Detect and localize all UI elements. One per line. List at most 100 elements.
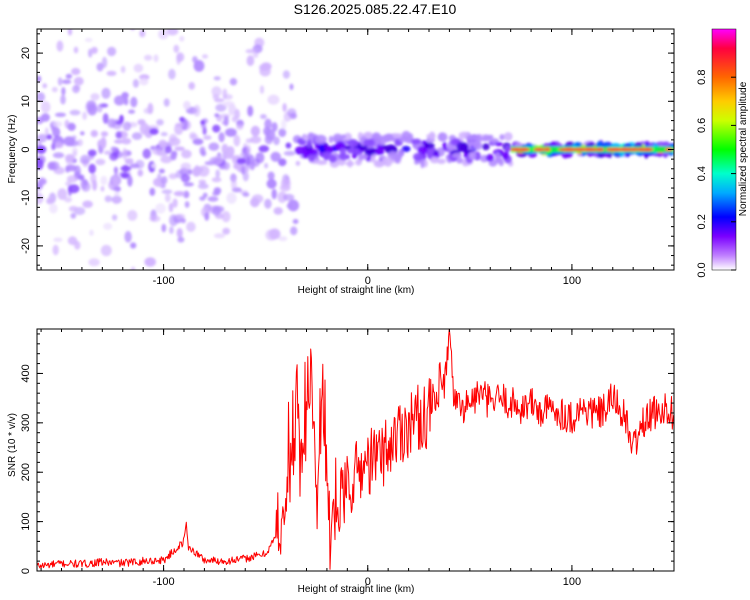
heatmap-blob-278 <box>80 131 85 136</box>
heatmap-blob-322 <box>40 113 51 122</box>
heatmap-blob-653 <box>339 147 347 157</box>
heatmap-blob-379 <box>200 150 207 157</box>
heatmap-blob-403 <box>115 186 121 192</box>
heatmap-blob-69 <box>260 114 267 120</box>
heatmap-blob-300 <box>213 233 226 239</box>
heatmap-peak-16 <box>637 147 645 152</box>
heatmap-peak-13 <box>572 147 590 152</box>
heatmap-blob-268 <box>81 181 91 192</box>
heatmap-blob-290 <box>65 165 70 173</box>
heatmap-blob-372 <box>164 146 172 154</box>
heatmap-blob-245 <box>202 192 208 198</box>
heatmap-blob-167 <box>187 169 193 175</box>
heatmap-blob-90 <box>289 83 294 91</box>
heatmap-blob-172 <box>264 134 273 145</box>
heatmap-blob-633 <box>294 146 306 155</box>
heatmap-blob-235 <box>130 266 136 270</box>
colorbar-tick-label: 0.6 <box>696 118 708 133</box>
heatmap-blob-515 <box>295 160 301 166</box>
heatmap-blob-607 <box>364 147 375 156</box>
heatmap-blob-358 <box>267 171 275 181</box>
heatmap-blob-625 <box>377 135 387 141</box>
heatmap-blob-99 <box>169 226 174 234</box>
heatmap-blob-384 <box>127 175 133 187</box>
heatmap-blob-267 <box>180 173 191 183</box>
heatmap-blob-323 <box>204 212 210 221</box>
heatmap-blob-566 <box>495 157 502 164</box>
heatmap-blob-171 <box>114 139 124 144</box>
heatmap-blob-225 <box>200 120 205 125</box>
heatmap-blob-208 <box>124 158 134 165</box>
heatmap-blob-200 <box>246 144 252 156</box>
snr-x-ticks: -100 0 100 <box>40 329 675 588</box>
heatmap-blob-107 <box>120 65 126 74</box>
heatmap-blob-292 <box>68 205 78 212</box>
heatmap-blob-25 <box>168 68 176 80</box>
heatmap-blob-380 <box>103 222 113 230</box>
heatmap-blob-48 <box>183 190 190 199</box>
heatmap-blob-647 <box>456 141 469 152</box>
heatmap-blob-227 <box>158 139 167 149</box>
heatmap-blob-250 <box>166 29 179 36</box>
heatmap-blob-338 <box>241 165 246 175</box>
heatmap-blob-348 <box>271 122 278 132</box>
heatmap-blob-163 <box>76 139 83 147</box>
heatmap-blob-180 <box>160 132 168 137</box>
heatmap-blob-282 <box>175 122 184 128</box>
heatmap-blob-5 <box>73 76 84 86</box>
heatmap-blob-646 <box>411 138 421 145</box>
heatmap-blob-228 <box>245 138 253 144</box>
y-tick-label: -10 <box>20 190 32 206</box>
heatmap-blob-389 <box>173 44 180 53</box>
heatmap-blob-143 <box>213 76 221 81</box>
heatmap-blob-599 <box>485 154 494 162</box>
heatmap-blob-336 <box>78 174 85 181</box>
heatmap-blob-579 <box>325 145 333 154</box>
y-tick-label: 0 <box>20 568 32 574</box>
heatmap-blob-315 <box>52 127 61 138</box>
heatmap-blob-212 <box>37 158 44 170</box>
heatmap-blob-362 <box>208 142 220 151</box>
heatmap-blob-277 <box>240 152 250 158</box>
heatmap-peak-7 <box>533 147 546 152</box>
x-tick-label: 0 <box>365 275 371 287</box>
heatmap-blob-651 <box>355 159 362 166</box>
heatmap-blob-106 <box>259 85 265 94</box>
heatmap-blob-114 <box>193 104 201 117</box>
heatmap-blob-644 <box>468 151 477 160</box>
heatmap-blob-93 <box>40 101 51 113</box>
heatmap-blob-634 <box>420 158 425 169</box>
heatmap-blob-285 <box>245 49 257 54</box>
heatmap-blob-249 <box>132 79 139 88</box>
heatmap-blob-141 <box>122 121 132 131</box>
spectrogram-y-axis-label: Frequency (Hz) <box>7 115 18 184</box>
heatmap-blob-102 <box>252 52 259 58</box>
heatmap-blob-279 <box>170 150 178 158</box>
heatmap-blob-135 <box>242 192 250 197</box>
heatmap-blob-411 <box>499 134 505 141</box>
heatmap-blob-352 <box>149 128 159 135</box>
heatmap-blob-95 <box>104 150 112 155</box>
y-tick-label: 20 <box>20 47 32 59</box>
heatmap-blob-321 <box>192 166 201 177</box>
heatmap-blob-199 <box>278 236 288 242</box>
heatmap-blob-134 <box>197 165 210 177</box>
heatmap-blob-80 <box>128 109 136 114</box>
heatmap-blob-299 <box>151 163 157 169</box>
heatmap-peak-11 <box>516 147 530 152</box>
heatmap-blob-120 <box>89 229 94 236</box>
heatmap-blob-169 <box>65 181 72 187</box>
heatmap-blob-340 <box>273 207 283 215</box>
heatmap-blob-303 <box>236 157 246 165</box>
chart-title: S126.2025.085.22.47.E10 <box>293 1 457 17</box>
snr-x-axis-label: Height of straight line (km) <box>298 584 415 595</box>
heatmap-blob-36 <box>149 187 156 196</box>
heatmap-blob-140 <box>183 100 191 110</box>
heatmap-blob-272 <box>65 73 73 79</box>
heatmap-blob-639 <box>428 131 436 141</box>
heatmap-blob-610 <box>376 145 384 154</box>
heatmap-blob-320 <box>42 83 48 89</box>
heatmap-blob-424 <box>503 132 513 141</box>
heatmap-blob-257 <box>149 215 161 222</box>
